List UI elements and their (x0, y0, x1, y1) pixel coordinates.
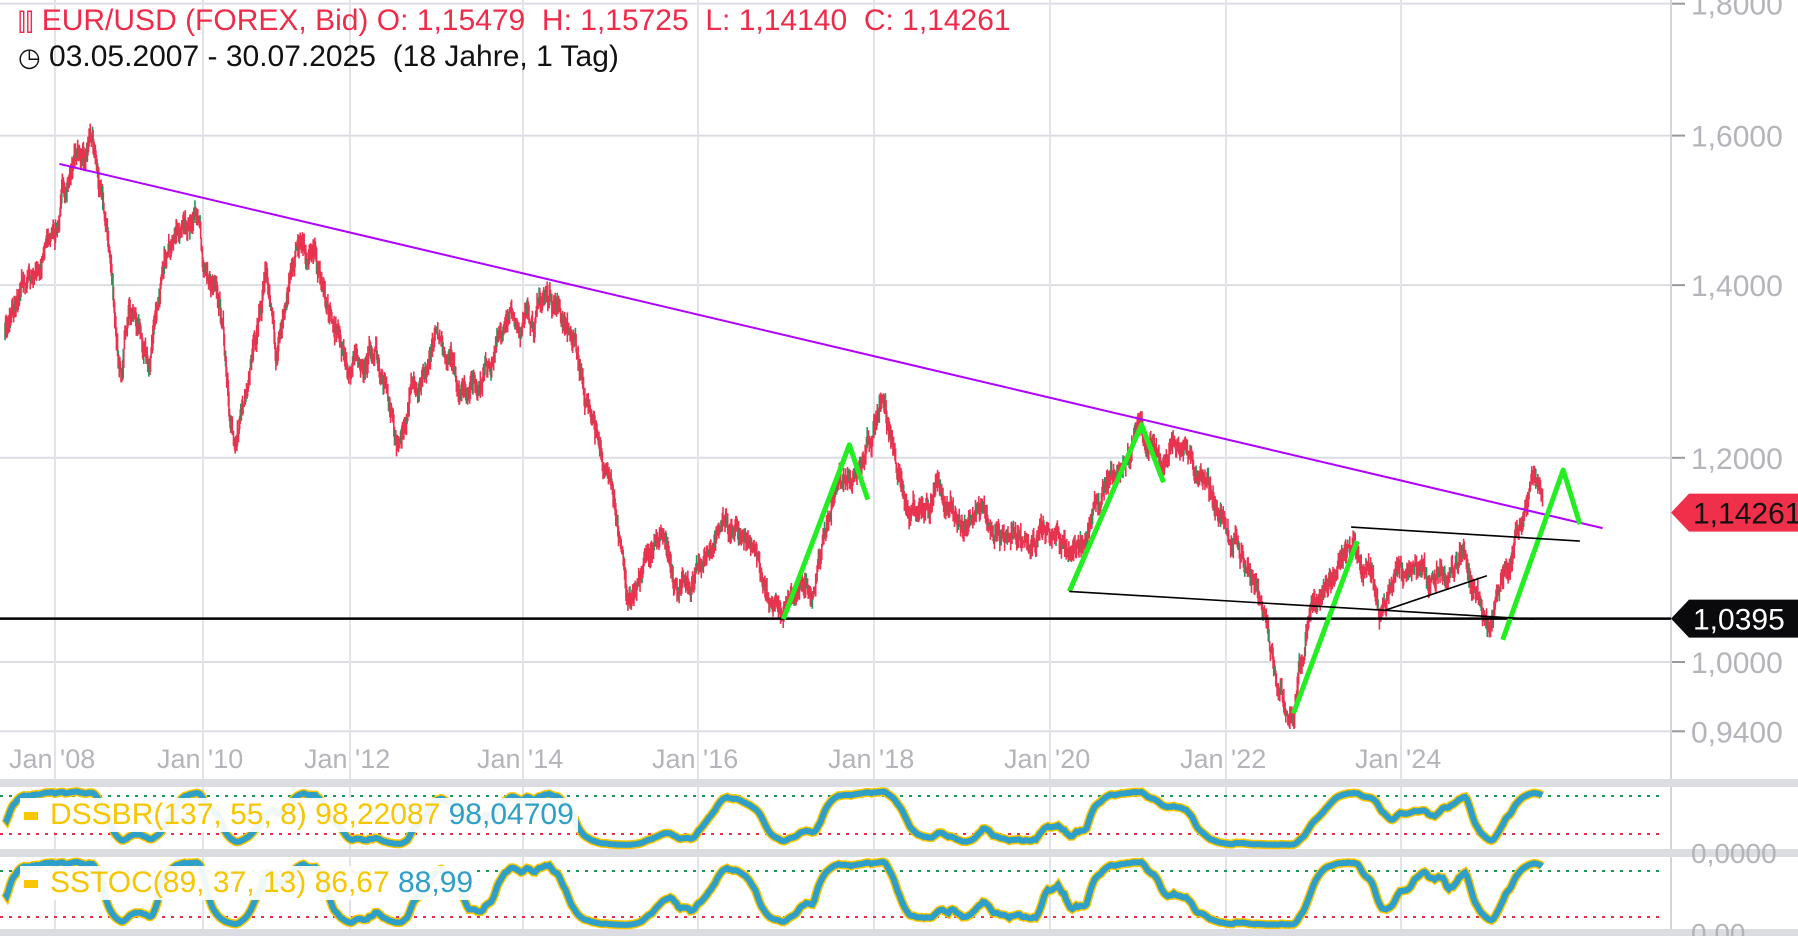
x-tick-label: Jan '14 (477, 744, 563, 774)
y-tick-label: 1,4000 (1691, 270, 1783, 303)
indicator-legend-sstoc[interactable]: SSTOC(89, 37, 13) 86,67 88,99 (20, 866, 478, 900)
y-tick-label: 0,0000 (1691, 838, 1777, 869)
y-tick-label: 1,0000 (1691, 647, 1783, 680)
ohlc-values: O: 1,15479 H: 1,15725 L: 1,14140 C: 1,14… (376, 4, 1011, 37)
y-tick-label: 0,00 (1691, 918, 1746, 936)
projection-drawing (1067, 422, 1166, 593)
indicator-name: DSSBR(137, 55, 8) (50, 798, 307, 831)
projection-drawing (781, 442, 871, 621)
symbol-title: EUR/USD (FOREX, Bid) (41, 4, 369, 37)
date-range-text: 03.05.2007 - 30.07.2025 (49, 40, 376, 73)
date-range: ◷ 03.05.2007 - 30.07.2025 (18 Jahre, 1 T… (18, 40, 619, 74)
trendline-drawing (59, 162, 1603, 530)
x-tick-label: Jan '20 (1004, 744, 1090, 774)
panel-separator (0, 849, 1798, 857)
indicator-signal-value: 88,99 (398, 866, 474, 899)
dssbr-line (2, 788, 1544, 848)
series-swatch (24, 880, 38, 889)
x-tick-label: Jan '24 (1355, 744, 1441, 774)
indicator-value: 98,22087 (315, 798, 441, 831)
line-drawing (1351, 526, 1580, 542)
indicator-name: SSTOC(89, 37, 13) (50, 866, 307, 899)
y-tick-label: 1,8000 (1691, 0, 1783, 22)
indicator-value: 86,67 (314, 866, 390, 899)
duration-text: (18 Jahre, 1 Tag) (392, 40, 619, 73)
indicator-legend-dssbr[interactable]: DSSBR(137, 55, 8) 98,22087 98,04709 (20, 798, 578, 832)
price-label-bg (1671, 599, 1798, 638)
line-drawing (1384, 575, 1488, 612)
price-label: 1,0395 (1671, 599, 1798, 638)
x-tick-label: Jan '10 (157, 744, 243, 774)
candles (4, 123, 1544, 730)
projection-drawing (1291, 540, 1360, 715)
price-label-text: 1,14261 (1693, 498, 1798, 531)
x-tick-label: Jan '16 (652, 744, 738, 774)
panel-separator (0, 929, 1798, 936)
sstoc-line (2, 858, 1544, 928)
y-tick-label: 0,9400 (1691, 716, 1783, 749)
x-tick-label: Jan '08 (9, 744, 95, 774)
clock-icon: ◷ (18, 42, 41, 72)
price-label-bg (1671, 493, 1798, 532)
panel-separator (0, 779, 1798, 787)
price-label-text: 1,0395 (1693, 604, 1785, 637)
series-swatch (24, 812, 38, 821)
indicator-signal-value: 98,04709 (448, 798, 574, 831)
chart-header: ⫿⫿ EUR/USD (FOREX, Bid) O: 1,15479 H: 1,… (18, 4, 1011, 38)
line-drawing (1069, 590, 1534, 620)
x-tick-label: Jan '18 (828, 744, 914, 774)
y-tick-label: 1,6000 (1691, 121, 1783, 154)
x-tick-label: Jan '12 (304, 744, 390, 774)
price-label: 1,14261 (1671, 493, 1798, 532)
x-tick-label: Jan '22 (1180, 744, 1266, 774)
projection-drawing (1500, 467, 1583, 641)
y-tick-label: 1,2000 (1691, 443, 1783, 476)
candlestick-icon: ⫿⫿ (18, 9, 34, 36)
